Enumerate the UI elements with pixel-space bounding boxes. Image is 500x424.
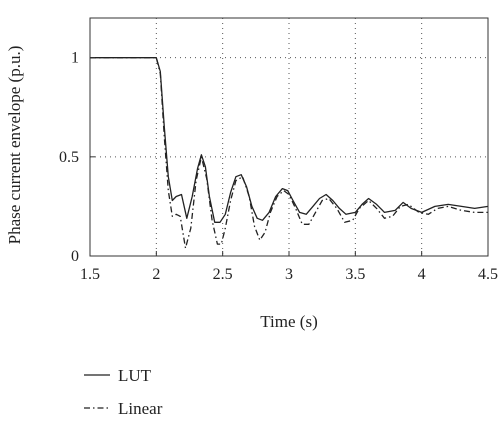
x-axis-title: Time (s) (260, 312, 317, 331)
y-tick-label: 0.5 (59, 149, 79, 166)
axis-ticks (89, 57, 489, 257)
series-layer (90, 57, 489, 249)
x-tick-label: 3 (285, 266, 293, 283)
x-tick-label: 2.5 (213, 266, 233, 283)
x-tick-label: 4 (418, 266, 426, 283)
series-line-lut (90, 57, 489, 223)
x-tick-label: 3.5 (345, 266, 365, 283)
legend-label-linear: Linear (118, 399, 163, 418)
x-tick-label: 1.5 (80, 266, 100, 283)
tick-labels: 1.5 2 2.5 3 3.5 4 4.5 0 0.5 1 (59, 50, 498, 283)
y-tick-label: 0 (71, 248, 79, 265)
grid (90, 18, 488, 256)
y-tick-label: 1 (71, 50, 79, 67)
y-axis-title: Phase current envelope (p.u.) (5, 46, 24, 245)
legend: LUT Linear (84, 366, 163, 418)
x-tick-label: 2 (152, 266, 160, 283)
series-line-linear (90, 57, 488, 249)
x-tick-label: 4.5 (478, 266, 498, 283)
legend-label-lut: LUT (118, 366, 152, 385)
